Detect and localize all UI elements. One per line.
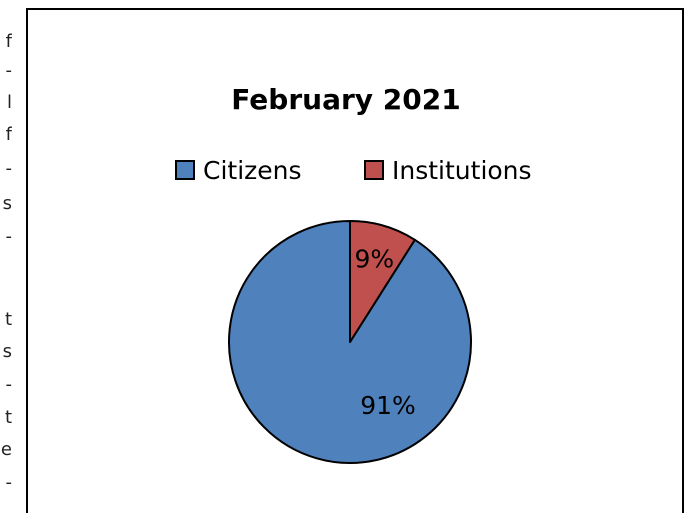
edge-char: - — [5, 60, 13, 81]
pie-label-institutions: 9% — [354, 244, 394, 273]
legend-label-citizens: Citizens — [203, 156, 302, 185]
legend-swatch-institutions — [364, 160, 384, 180]
edge-char: f — [5, 124, 12, 145]
edge-char: - — [5, 226, 13, 247]
edge-char: e — [0, 439, 12, 460]
chart-title: February 2021 — [231, 83, 460, 116]
edge-char: s — [2, 193, 12, 214]
pie-slices — [228, 220, 472, 464]
edge-char: t — [4, 309, 12, 330]
pie-labels: 91% 9% — [354, 244, 415, 420]
pie-label-citizens: 91% — [360, 391, 416, 420]
edge-char: - — [5, 472, 13, 493]
clipped-body-text: f - l f - s - t s - t e - — [0, 0, 12, 513]
edge-char: - — [5, 374, 13, 395]
legend-label-institutions: Institutions — [392, 156, 532, 185]
edge-char: s — [2, 341, 12, 362]
edge-char: t — [4, 407, 12, 428]
chart-frame: February 2021 Citizens Institutions 91% 9% — [26, 8, 684, 513]
legend-swatch-citizens — [175, 160, 195, 180]
pie-chart: February 2021 Citizens Institutions 91% 9% — [175, 83, 532, 464]
edge-char: - — [5, 158, 13, 179]
chart-legend: Citizens Institutions — [175, 156, 532, 185]
edge-char: l — [6, 92, 12, 113]
pie-slice-institutions — [349, 220, 416, 343]
edge-char: f — [5, 31, 12, 52]
